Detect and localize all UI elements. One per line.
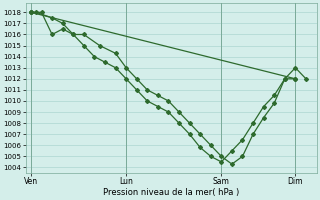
X-axis label: Pression niveau de la mer( hPa ): Pression niveau de la mer( hPa ) [103, 188, 239, 197]
